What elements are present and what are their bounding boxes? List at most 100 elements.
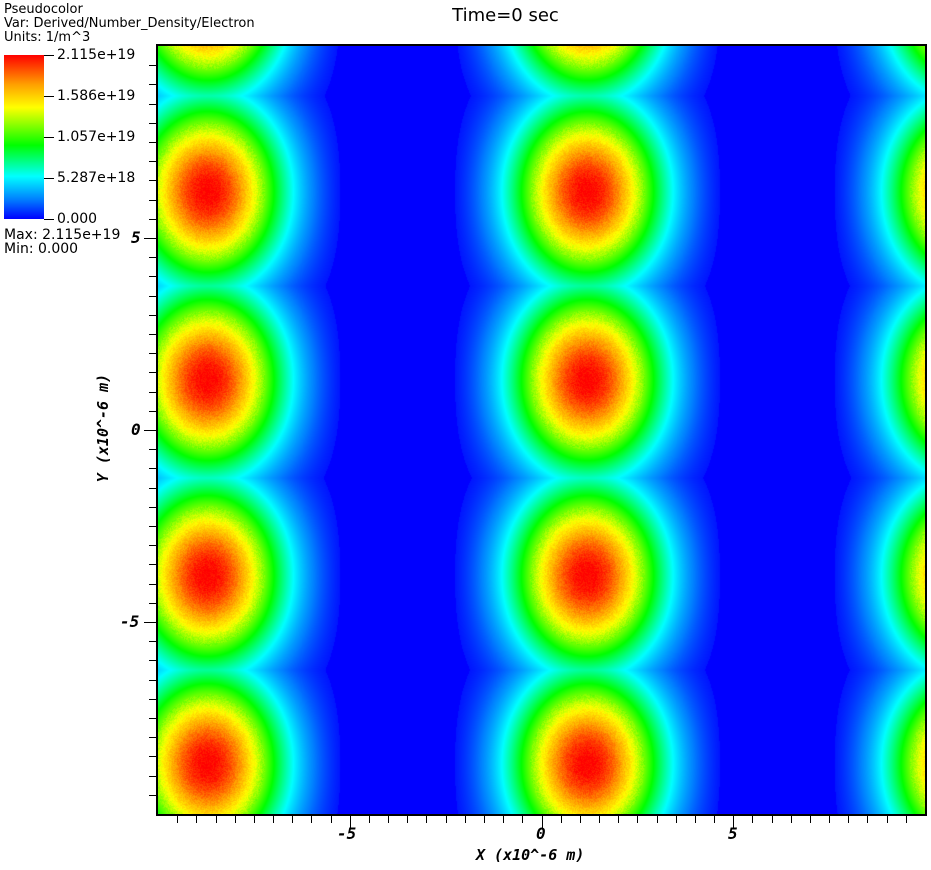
y-tick (149, 315, 158, 316)
colorbar-label-max: 2.115e+19 (57, 47, 136, 63)
y-tick (149, 699, 158, 700)
legend-variable: Var: Derived/Number_Density/Electron (4, 16, 255, 31)
y-tick (149, 507, 158, 508)
x-tick (733, 814, 734, 828)
x-tick (273, 814, 274, 823)
x-tick (426, 814, 427, 823)
x-tick-label: 5 (728, 824, 738, 843)
y-tick (149, 795, 158, 796)
x-tick (254, 814, 255, 823)
y-tick (149, 276, 158, 277)
y-tick (149, 680, 158, 681)
y-tick (149, 641, 158, 642)
x-tick (407, 814, 408, 823)
x-tick (580, 814, 581, 823)
y-tick-label: 5 (131, 228, 141, 247)
x-tick (503, 814, 504, 823)
colorbar-label: 1.057e+19 (57, 129, 136, 145)
x-tick (714, 814, 715, 823)
plot-area[interactable] (156, 44, 927, 816)
x-tick (657, 814, 658, 823)
y-tick (149, 65, 158, 66)
x-tick (829, 814, 830, 823)
x-tick-label: 0 (536, 824, 546, 843)
y-tick (149, 718, 158, 719)
legend-plot-type: Pseudocolor (4, 2, 83, 17)
colorbar-tick (44, 219, 54, 220)
y-tick (149, 84, 158, 85)
colorbar (4, 55, 44, 219)
x-tick (196, 814, 197, 823)
y-tick (149, 564, 158, 565)
x-tick (484, 814, 485, 823)
x-tick (311, 814, 312, 823)
y-tick (149, 756, 158, 757)
x-tick (216, 814, 217, 823)
y-tick (144, 622, 158, 623)
y-tick (149, 161, 158, 162)
y-tick-label: 0 (131, 420, 141, 439)
x-tick (465, 814, 466, 823)
y-tick (149, 142, 158, 143)
x-tick (331, 814, 332, 823)
y-tick (149, 257, 158, 258)
y-tick (149, 392, 158, 393)
x-tick (561, 814, 562, 823)
x-tick-label: -5 (337, 824, 357, 843)
y-tick (149, 449, 158, 450)
y-tick (149, 584, 158, 585)
y-tick (149, 372, 158, 373)
x-tick (522, 814, 523, 823)
y-tick (149, 334, 158, 335)
x-tick (177, 814, 178, 823)
x-tick (542, 814, 543, 828)
legend-max: Max: 2.115e+19 (4, 227, 121, 243)
legend-min: Min: 0.000 (4, 241, 79, 257)
y-tick (149, 660, 158, 661)
x-tick (906, 814, 907, 823)
y-tick (144, 238, 158, 239)
x-tick (772, 814, 773, 823)
y-tick (149, 545, 158, 546)
legend-units: Units: 1/m^3 (4, 30, 91, 45)
y-tick (149, 468, 158, 469)
x-tick (388, 814, 389, 823)
x-tick (752, 814, 753, 823)
colorbar-label: 1.586e+19 (57, 88, 136, 104)
x-tick (848, 814, 849, 823)
heatmap-canvas[interactable] (158, 46, 925, 814)
y-tick (149, 353, 158, 354)
y-tick (149, 603, 158, 604)
x-axis-title: X (x10^-6 m) (476, 846, 585, 864)
x-tick (618, 814, 619, 823)
y-tick (149, 180, 158, 181)
x-tick (887, 814, 888, 823)
y-tick (149, 526, 158, 527)
y-tick (149, 123, 158, 124)
x-tick (446, 814, 447, 823)
x-tick (867, 814, 868, 823)
x-tick (235, 814, 236, 823)
colorbar-label: 5.287e+18 (57, 170, 136, 186)
y-tick (149, 104, 158, 105)
y-tick (149, 296, 158, 297)
y-tick (149, 411, 158, 412)
x-tick (599, 814, 600, 823)
x-tick (810, 814, 811, 823)
colorbar-tick (44, 178, 54, 179)
y-tick (149, 776, 158, 777)
colorbar-label-min: 0.000 (57, 211, 98, 227)
y-axis-title: Y (x10^-6 m) (94, 373, 112, 483)
y-tick (149, 219, 158, 220)
plot-title: Time=0 sec (452, 5, 559, 26)
colorbar-tick (44, 55, 54, 56)
colorbar-tick (44, 96, 54, 97)
x-tick (676, 814, 677, 823)
x-tick (791, 814, 792, 823)
x-tick (637, 814, 638, 823)
y-tick-label: -5 (120, 612, 140, 631)
x-tick (292, 814, 293, 823)
x-tick (369, 814, 370, 823)
y-tick (149, 200, 158, 201)
y-tick (149, 488, 158, 489)
